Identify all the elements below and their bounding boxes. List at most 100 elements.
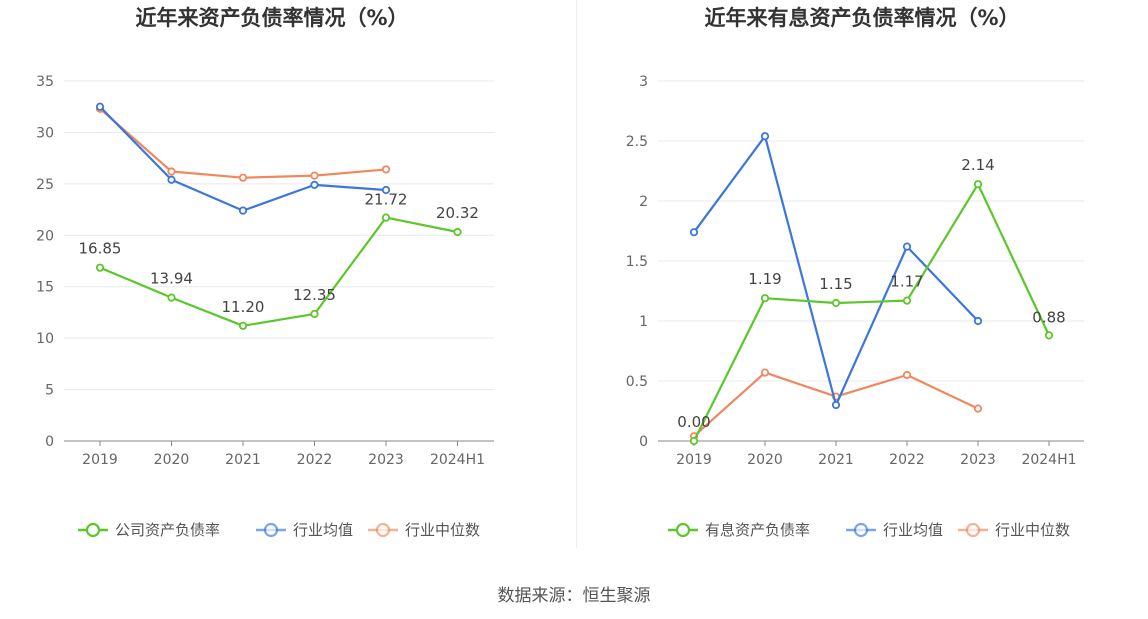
- data-point: [167, 175, 176, 184]
- legend-label: 行业中位数: [995, 521, 1070, 539]
- data-point: [760, 368, 770, 377]
- x-tick-label: 2021: [225, 452, 261, 468]
- data-point: [689, 228, 699, 237]
- data-label: 12.35: [293, 286, 336, 304]
- chart-title: 近年来资产负债率情况（%）: [135, 6, 408, 30]
- chart-1: 近年来资产负债率情况（%） 0 5 10 15 20 25 30 35 2019 2020 2021 2…: [36, 6, 494, 539]
- data-point: [238, 206, 248, 215]
- legend-label: 行业均值: [883, 521, 943, 539]
- data-point: [310, 180, 319, 189]
- legend-item: 有息资产负债率: [668, 521, 810, 539]
- series-2: [95, 102, 391, 215]
- data-point: [1044, 331, 1054, 340]
- data-point: [167, 293, 176, 302]
- x-tick-label: 2022: [297, 452, 333, 468]
- data-label: 13.94: [150, 270, 193, 288]
- series-line: [99, 105, 387, 212]
- y-tick-label: 1.5: [626, 254, 648, 270]
- y-tick-label: 35: [36, 74, 54, 90]
- y-tick-label: 10: [36, 331, 54, 347]
- chart-2: 近年来有息资产负债率情况（%） 0 0.5 1 1.5 2 2.5 3 2019 2020 2021…: [626, 6, 1084, 539]
- data-label: 20.32: [436, 204, 479, 222]
- legend-marker: [375, 522, 391, 538]
- data-label: 16.85: [79, 240, 122, 258]
- data-point: [95, 102, 105, 111]
- data-point: [902, 242, 912, 251]
- legend-marker: [853, 522, 869, 538]
- y-tick-label: 2.5: [626, 134, 648, 150]
- y-tick-label: 3: [639, 74, 648, 90]
- data-point: [238, 321, 248, 330]
- data-label: 0.00: [677, 413, 710, 431]
- data-point: [973, 316, 983, 326]
- data-source: 数据来源：恒生聚源: [497, 586, 651, 606]
- legend-label: 行业中位数: [405, 521, 480, 539]
- legend-item: 行业中位数: [368, 521, 480, 539]
- series-1: 0.00 1.19 1.15 1.17 2.14 0.88: [677, 156, 1066, 446]
- legend-label: 有息资产负债率: [705, 521, 810, 539]
- data-point: [381, 213, 391, 222]
- x-tick-label: 2019: [676, 452, 712, 468]
- series-line: [693, 183, 1050, 442]
- data-point: [238, 173, 248, 182]
- y-tick-label: 1: [639, 314, 648, 330]
- x-tick-label: 2019: [82, 452, 118, 468]
- data-point: [973, 180, 983, 189]
- series-line: [99, 216, 458, 327]
- series-2: [689, 132, 983, 410]
- data-point: [831, 400, 841, 410]
- x-tick-label: 2020: [154, 452, 190, 468]
- data-label: 21.72: [365, 191, 408, 209]
- chart-divider: [576, 0, 577, 548]
- data-label: 11.20: [222, 298, 265, 316]
- series-3: [95, 104, 391, 182]
- legend-item: 行业均值: [846, 521, 943, 539]
- data-label: 1.15: [819, 275, 852, 293]
- y-tick-label: 0: [45, 434, 54, 450]
- x-tick-label: 2023: [368, 452, 404, 468]
- legend-label: 行业均值: [293, 521, 353, 539]
- y-tick-label: 15: [36, 280, 54, 296]
- legend-marker: [675, 522, 691, 538]
- data-point: [689, 436, 699, 446]
- data-point: [831, 298, 841, 308]
- y-tick-label: 25: [36, 177, 54, 193]
- data-point: [760, 132, 770, 141]
- legend-item: 公司资产负债率: [78, 521, 220, 539]
- y-tick-label: 0.5: [626, 374, 648, 390]
- x-tick-label: 2023: [960, 452, 996, 468]
- data-point: [381, 165, 391, 174]
- x-tick-label: 2020: [747, 452, 783, 468]
- series-line: [693, 135, 979, 407]
- data-point: [310, 309, 319, 319]
- x-tick-label: 2024H1: [430, 452, 485, 468]
- data-point: [902, 296, 912, 305]
- legend-marker: [965, 522, 981, 538]
- legend-label: 公司资产负债率: [115, 521, 220, 539]
- data-point: [973, 404, 983, 413]
- data-label: 1.17: [890, 273, 923, 291]
- data-point: [453, 227, 462, 237]
- y-tick-label: 20: [36, 228, 54, 244]
- y-tick-label: 30: [36, 125, 54, 141]
- y-tick-label: 5: [45, 383, 54, 399]
- series-line: [99, 107, 387, 179]
- data-point: [167, 167, 176, 176]
- chart-title: 近年来有息资产负债率情况（%）: [704, 6, 1019, 30]
- x-tick-label: 2024H1: [1021, 452, 1076, 468]
- data-label: 0.88: [1032, 308, 1065, 326]
- data-point: [310, 171, 319, 180]
- data-label: 1.19: [748, 270, 781, 288]
- data-label: 2.14: [961, 156, 994, 174]
- legend-marker: [85, 522, 101, 538]
- x-tick-label: 2021: [818, 452, 854, 468]
- data-point: [95, 263, 105, 272]
- x-tick-label: 2022: [889, 452, 925, 468]
- y-tick-label: 2: [639, 194, 648, 210]
- legend-marker: [263, 522, 279, 538]
- y-tick-label: 0: [639, 434, 648, 450]
- series-1: 16.85 13.94 11.20 12.35 21.72 20.32: [79, 191, 479, 330]
- legend-item: 行业中位数: [958, 521, 1070, 539]
- data-point: [381, 185, 391, 195]
